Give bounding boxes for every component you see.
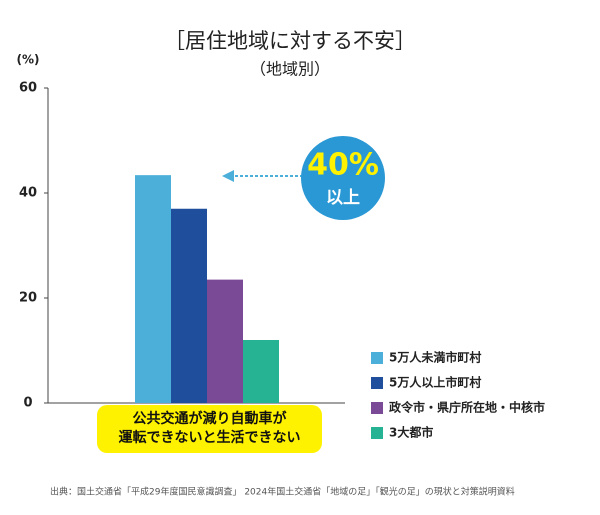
legend-label: 5万人未満市町村 (389, 350, 481, 365)
category-label: 公共交通が減り自動車が 運転できないと生活できない (97, 405, 322, 453)
annotation-circle (301, 136, 385, 220)
y-tick-label: 20 (19, 291, 37, 306)
annotation-text: 40% (307, 148, 379, 183)
chart-subtitle: （地域別） (250, 60, 330, 79)
legend-swatch (371, 377, 383, 389)
chart-title: ［居住地域に対する不安］ (164, 29, 416, 53)
legend-swatch (371, 427, 383, 439)
y-tick-label: 0 (23, 396, 32, 411)
legend-label: 3大都市 (389, 425, 433, 440)
bar (171, 208, 207, 403)
annotation-sub: 以上 (326, 188, 360, 208)
y-unit: (%) (17, 53, 40, 67)
legend-swatch (371, 402, 383, 414)
bar (243, 340, 279, 403)
y-tick-label: 60 (19, 81, 37, 96)
legend-swatch (371, 352, 383, 364)
y-tick-label: 40 (19, 186, 37, 201)
source: 出典：国土交通省「平成29年度国民意識調査」 2024年国土交通省「地域の足」「… (50, 486, 515, 498)
legend-label: 5万人以上市町村 (389, 375, 481, 390)
bar (135, 175, 171, 403)
arrow-head (222, 170, 234, 182)
bar (207, 279, 243, 403)
legend-label: 政令市・県庁所在地・中核市 (389, 400, 545, 415)
